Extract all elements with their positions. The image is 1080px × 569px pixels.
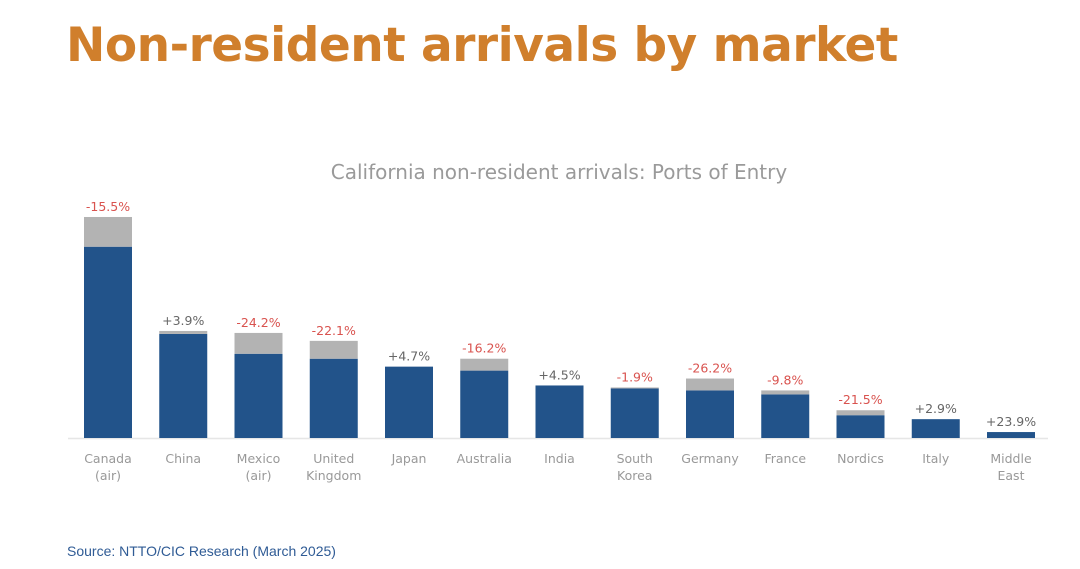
category-label: Canada (air) <box>84 451 132 483</box>
category-label: Italy <box>922 451 950 466</box>
bar-decline-segment <box>610 387 659 389</box>
category-label: Australia <box>457 451 512 466</box>
bar-decline-segment <box>159 330 208 334</box>
category-label: Mexico (air) <box>237 451 281 483</box>
bar-current <box>234 353 283 438</box>
data-label: -15.5% <box>86 199 130 214</box>
bar-current <box>836 415 885 438</box>
category-label: Middle East <box>990 451 1032 483</box>
data-label: +23.9% <box>986 414 1036 429</box>
category-label: United Kingdom <box>306 451 361 483</box>
data-label: -21.5% <box>838 392 882 407</box>
bar-chart: -15.5% Canada (air) +3.9% China -24.2% Mexico(… <box>68 199 1048 483</box>
data-label: +4.7% <box>388 349 430 364</box>
bar-current <box>610 388 659 438</box>
bar-current <box>84 246 132 438</box>
bar-current <box>987 432 1035 438</box>
bar-current <box>159 333 208 438</box>
bar-current <box>911 419 960 438</box>
bar-current <box>309 358 358 438</box>
category-label: Japan <box>391 451 427 466</box>
bar-current <box>460 370 509 438</box>
data-label: +2.9% <box>915 401 957 416</box>
category-label: Germany <box>681 451 739 466</box>
data-label: +3.9% <box>162 313 204 328</box>
category-label: France <box>764 451 806 466</box>
bar-current <box>686 390 734 438</box>
category-label: India <box>544 451 575 466</box>
bar-decline-segment <box>460 358 509 371</box>
bar-decline-segment <box>234 332 283 354</box>
bar-decline-segment <box>686 378 734 391</box>
chart-title: California non-resident arrivals: Ports … <box>330 160 788 184</box>
bar-decline-segment <box>309 340 358 359</box>
data-label: -16.2% <box>462 341 506 356</box>
data-label: +4.5% <box>538 367 580 382</box>
bar-decline-segment <box>84 216 132 247</box>
data-label: -22.1% <box>312 323 356 338</box>
page-title: Non-resident arrivals by market <box>66 18 898 73</box>
data-label: -26.2% <box>688 361 732 376</box>
bar-current <box>535 385 584 438</box>
category-label: Nordics <box>837 451 884 466</box>
data-label: -1.9% <box>617 369 653 384</box>
data-label: -9.8% <box>767 372 803 387</box>
bar-current <box>761 394 810 438</box>
bar-current <box>385 366 433 438</box>
bar-decline-segment <box>836 410 885 416</box>
category-label: China <box>165 451 201 466</box>
source-note: Source: NTTO/CIC Research (March 2025) <box>67 543 336 559</box>
bar-decline-segment <box>761 390 810 395</box>
category-label: South Korea <box>617 451 653 483</box>
data-label: -24.2% <box>236 315 280 330</box>
